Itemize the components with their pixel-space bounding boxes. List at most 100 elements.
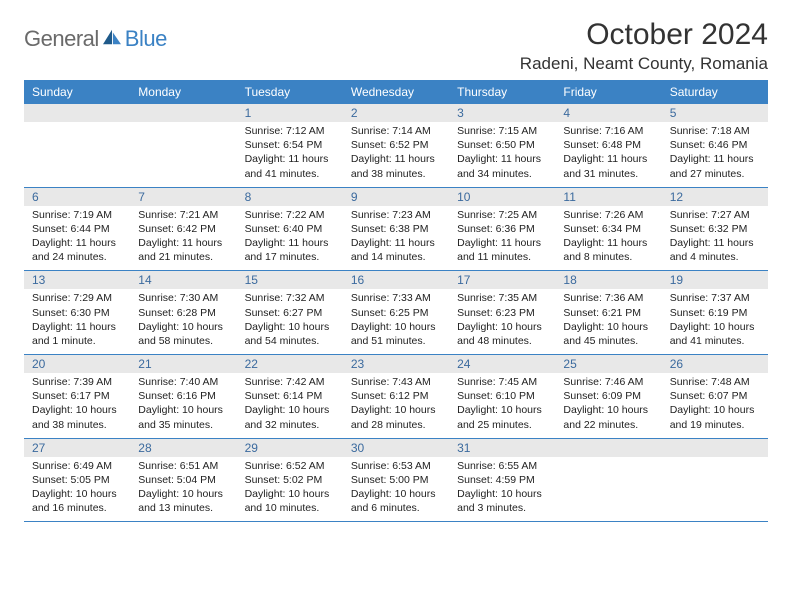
day-cell: 13Sunrise: 7:29 AMSunset: 6:30 PMDayligh… — [24, 271, 130, 355]
day-info: Sunrise: 7:43 AMSunset: 6:12 PMDaylight:… — [343, 373, 449, 438]
day-cell: 29Sunrise: 6:52 AMSunset: 5:02 PMDayligh… — [237, 438, 343, 522]
calendar-table: Sunday Monday Tuesday Wednesday Thursday… — [24, 80, 768, 522]
day-number: 12 — [662, 188, 768, 206]
day-info: Sunrise: 7:12 AMSunset: 6:54 PMDaylight:… — [237, 122, 343, 187]
weekday-header: Saturday — [662, 80, 768, 104]
day-info — [130, 122, 236, 172]
day-cell: 20Sunrise: 7:39 AMSunset: 6:17 PMDayligh… — [24, 355, 130, 439]
day-number — [555, 439, 661, 457]
day-number: 26 — [662, 355, 768, 373]
day-info: Sunrise: 6:53 AMSunset: 5:00 PMDaylight:… — [343, 457, 449, 522]
day-info — [662, 457, 768, 507]
day-info: Sunrise: 7:33 AMSunset: 6:25 PMDaylight:… — [343, 289, 449, 354]
weekday-header: Monday — [130, 80, 236, 104]
day-info: Sunrise: 7:16 AMSunset: 6:48 PMDaylight:… — [555, 122, 661, 187]
header: General Blue October 2024 Radeni, Neamt … — [24, 18, 768, 74]
day-cell: 4Sunrise: 7:16 AMSunset: 6:48 PMDaylight… — [555, 104, 661, 187]
day-number: 2 — [343, 104, 449, 122]
day-cell: 15Sunrise: 7:32 AMSunset: 6:27 PMDayligh… — [237, 271, 343, 355]
day-number: 6 — [24, 188, 130, 206]
week-row: 1Sunrise: 7:12 AMSunset: 6:54 PMDaylight… — [24, 104, 768, 187]
weekday-header: Wednesday — [343, 80, 449, 104]
day-number: 22 — [237, 355, 343, 373]
day-cell: 6Sunrise: 7:19 AMSunset: 6:44 PMDaylight… — [24, 187, 130, 271]
day-info: Sunrise: 7:18 AMSunset: 6:46 PMDaylight:… — [662, 122, 768, 187]
day-cell — [130, 104, 236, 187]
day-info — [555, 457, 661, 507]
day-number — [130, 104, 236, 122]
brand-text-gray: General — [24, 26, 99, 52]
day-number: 28 — [130, 439, 236, 457]
day-cell: 18Sunrise: 7:36 AMSunset: 6:21 PMDayligh… — [555, 271, 661, 355]
day-info: Sunrise: 7:48 AMSunset: 6:07 PMDaylight:… — [662, 373, 768, 438]
week-row: 13Sunrise: 7:29 AMSunset: 6:30 PMDayligh… — [24, 271, 768, 355]
day-number: 30 — [343, 439, 449, 457]
day-info: Sunrise: 7:36 AMSunset: 6:21 PMDaylight:… — [555, 289, 661, 354]
day-cell: 12Sunrise: 7:27 AMSunset: 6:32 PMDayligh… — [662, 187, 768, 271]
location-label: Radeni, Neamt County, Romania — [520, 54, 768, 74]
day-info: Sunrise: 7:14 AMSunset: 6:52 PMDaylight:… — [343, 122, 449, 187]
day-cell: 14Sunrise: 7:30 AMSunset: 6:28 PMDayligh… — [130, 271, 236, 355]
brand-logo: General Blue — [24, 18, 167, 52]
day-cell: 10Sunrise: 7:25 AMSunset: 6:36 PMDayligh… — [449, 187, 555, 271]
day-number: 7 — [130, 188, 236, 206]
week-row: 6Sunrise: 7:19 AMSunset: 6:44 PMDaylight… — [24, 187, 768, 271]
day-number — [662, 439, 768, 457]
day-cell: 25Sunrise: 7:46 AMSunset: 6:09 PMDayligh… — [555, 355, 661, 439]
day-info: Sunrise: 7:37 AMSunset: 6:19 PMDaylight:… — [662, 289, 768, 354]
title-block: October 2024 Radeni, Neamt County, Roman… — [520, 18, 768, 74]
day-number: 17 — [449, 271, 555, 289]
day-number: 8 — [237, 188, 343, 206]
day-cell: 27Sunrise: 6:49 AMSunset: 5:05 PMDayligh… — [24, 438, 130, 522]
day-cell: 26Sunrise: 7:48 AMSunset: 6:07 PMDayligh… — [662, 355, 768, 439]
day-number: 25 — [555, 355, 661, 373]
day-cell: 19Sunrise: 7:37 AMSunset: 6:19 PMDayligh… — [662, 271, 768, 355]
weekday-header: Friday — [555, 80, 661, 104]
day-number: 24 — [449, 355, 555, 373]
day-info: Sunrise: 7:23 AMSunset: 6:38 PMDaylight:… — [343, 206, 449, 271]
day-number: 4 — [555, 104, 661, 122]
day-cell: 31Sunrise: 6:55 AMSunset: 4:59 PMDayligh… — [449, 438, 555, 522]
day-number: 19 — [662, 271, 768, 289]
day-number: 9 — [343, 188, 449, 206]
day-info: Sunrise: 7:27 AMSunset: 6:32 PMDaylight:… — [662, 206, 768, 271]
day-info: Sunrise: 7:21 AMSunset: 6:42 PMDaylight:… — [130, 206, 236, 271]
day-number: 27 — [24, 439, 130, 457]
day-cell: 9Sunrise: 7:23 AMSunset: 6:38 PMDaylight… — [343, 187, 449, 271]
day-info: Sunrise: 7:22 AMSunset: 6:40 PMDaylight:… — [237, 206, 343, 271]
day-number: 13 — [24, 271, 130, 289]
day-number: 29 — [237, 439, 343, 457]
day-info: Sunrise: 7:30 AMSunset: 6:28 PMDaylight:… — [130, 289, 236, 354]
day-cell: 23Sunrise: 7:43 AMSunset: 6:12 PMDayligh… — [343, 355, 449, 439]
day-number: 18 — [555, 271, 661, 289]
day-number: 14 — [130, 271, 236, 289]
weekday-header: Tuesday — [237, 80, 343, 104]
day-cell: 5Sunrise: 7:18 AMSunset: 6:46 PMDaylight… — [662, 104, 768, 187]
day-cell: 11Sunrise: 7:26 AMSunset: 6:34 PMDayligh… — [555, 187, 661, 271]
calendar-body: 1Sunrise: 7:12 AMSunset: 6:54 PMDaylight… — [24, 104, 768, 522]
day-number: 23 — [343, 355, 449, 373]
day-number: 3 — [449, 104, 555, 122]
weekday-header-row: Sunday Monday Tuesday Wednesday Thursday… — [24, 80, 768, 104]
day-cell: 30Sunrise: 6:53 AMSunset: 5:00 PMDayligh… — [343, 438, 449, 522]
day-info: Sunrise: 7:40 AMSunset: 6:16 PMDaylight:… — [130, 373, 236, 438]
day-number: 15 — [237, 271, 343, 289]
day-cell: 3Sunrise: 7:15 AMSunset: 6:50 PMDaylight… — [449, 104, 555, 187]
day-cell — [555, 438, 661, 522]
day-cell: 21Sunrise: 7:40 AMSunset: 6:16 PMDayligh… — [130, 355, 236, 439]
day-info: Sunrise: 7:26 AMSunset: 6:34 PMDaylight:… — [555, 206, 661, 271]
day-info: Sunrise: 7:35 AMSunset: 6:23 PMDaylight:… — [449, 289, 555, 354]
day-info: Sunrise: 7:42 AMSunset: 6:14 PMDaylight:… — [237, 373, 343, 438]
day-info: Sunrise: 7:25 AMSunset: 6:36 PMDaylight:… — [449, 206, 555, 271]
day-number: 5 — [662, 104, 768, 122]
day-number: 20 — [24, 355, 130, 373]
day-cell: 28Sunrise: 6:51 AMSunset: 5:04 PMDayligh… — [130, 438, 236, 522]
day-cell: 24Sunrise: 7:45 AMSunset: 6:10 PMDayligh… — [449, 355, 555, 439]
day-number: 21 — [130, 355, 236, 373]
day-cell — [662, 438, 768, 522]
day-info: Sunrise: 7:29 AMSunset: 6:30 PMDaylight:… — [24, 289, 130, 354]
week-row: 20Sunrise: 7:39 AMSunset: 6:17 PMDayligh… — [24, 355, 768, 439]
day-cell: 16Sunrise: 7:33 AMSunset: 6:25 PMDayligh… — [343, 271, 449, 355]
day-cell — [24, 104, 130, 187]
weekday-header: Thursday — [449, 80, 555, 104]
